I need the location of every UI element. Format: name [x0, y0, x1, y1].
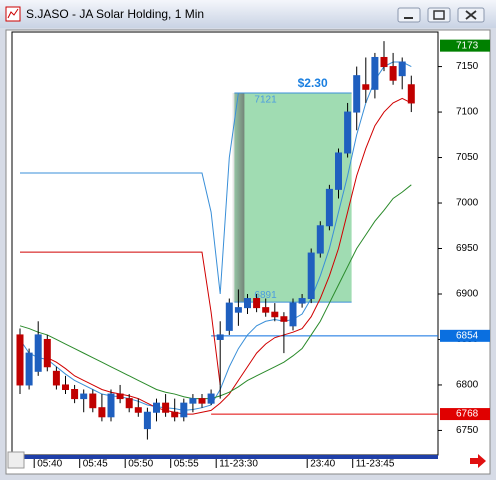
- candle-body: [16, 334, 24, 386]
- candle-body: [307, 252, 315, 300]
- y-tick-label: 6950: [456, 243, 479, 254]
- close-glyph: [465, 10, 477, 20]
- candle-body: [325, 188, 333, 227]
- candle-body: [116, 393, 124, 400]
- price-label: 6768: [456, 409, 479, 420]
- trade-exit-label: 7121: [254, 95, 277, 106]
- candle-body: [71, 389, 79, 400]
- trade-profit-label: $2.30: [298, 76, 328, 90]
- candle-body: [125, 398, 133, 409]
- price-label-box: [440, 39, 490, 52]
- x-tick-label: 23:40: [310, 459, 335, 470]
- scroll-box[interactable]: [7, 451, 25, 469]
- candle-body: [25, 352, 33, 386]
- price-label: 6854: [456, 330, 479, 341]
- y-tick-label: 7000: [456, 198, 479, 209]
- price-label-box: [440, 408, 490, 421]
- candle-body: [89, 393, 97, 409]
- trade-box: [234, 92, 352, 303]
- candle-body: [34, 334, 42, 372]
- scrollbar[interactable]: [12, 455, 438, 459]
- candle-body: [262, 307, 270, 313]
- x-tick-label: 05:55: [174, 459, 199, 470]
- candle-body: [153, 402, 160, 413]
- x-tick-label: 11-23:45: [356, 459, 395, 470]
- candle-body: [362, 84, 370, 90]
- x-tick-label: 05:45: [83, 459, 108, 470]
- candle-body: [371, 56, 379, 90]
- candle-body: [289, 302, 297, 327]
- x-tick-label: 05:50: [128, 459, 153, 470]
- candle-body: [98, 407, 106, 418]
- candle-body: [344, 111, 352, 154]
- y-tick-label: 6750: [456, 425, 479, 436]
- candle-body: [43, 338, 51, 368]
- candle-body: [234, 307, 242, 313]
- candle-body: [253, 298, 261, 309]
- candle-body: [134, 407, 142, 413]
- candle-body: [389, 66, 397, 81]
- candle-body: [407, 84, 415, 104]
- minimize-button[interactable]: [397, 7, 421, 23]
- candle-body: [189, 398, 197, 404]
- candle-body: [180, 402, 188, 418]
- candle-body: [380, 56, 388, 68]
- candle-body: [107, 393, 115, 418]
- candle-body: [162, 402, 170, 413]
- x-tick-label: 11-23:30: [219, 459, 258, 470]
- candle-body: [316, 225, 324, 254]
- indicator-line: [20, 251, 221, 386]
- candle-body: [271, 311, 279, 318]
- indicator-line: [20, 92, 348, 295]
- candle-body: [353, 75, 361, 113]
- x-tick-label: 05:40: [37, 459, 62, 470]
- candle-body: [143, 411, 151, 430]
- y-tick-label: 7150: [456, 61, 479, 72]
- maximize-glyph: [433, 10, 445, 20]
- trade-shadow: [232, 92, 245, 303]
- indicator-line: [47, 97, 412, 415]
- indicator-line: [19, 184, 412, 400]
- window-title: S.JASO - JA Solar Holding, 1 Min: [26, 7, 204, 21]
- y-tick-label: 6800: [456, 380, 479, 391]
- y-tick-label: 7050: [456, 152, 479, 163]
- candle-body: [171, 411, 179, 418]
- maximize-button[interactable]: [427, 7, 451, 23]
- candle-body: [52, 370, 60, 386]
- scroll-right-arrow[interactable]: [470, 454, 486, 468]
- price-label: 7173: [456, 40, 479, 51]
- trade-entry-label: 6891: [254, 290, 277, 301]
- candle-body: [244, 298, 251, 309]
- candle-body: [398, 61, 406, 77]
- candle-body: [198, 398, 206, 404]
- candle-body: [207, 393, 215, 404]
- app-icon-glyph: [7, 8, 19, 19]
- candle-body: [298, 298, 306, 304]
- y-tick-label: 6900: [456, 289, 479, 300]
- candle-body: [216, 334, 224, 340]
- candle-body: [280, 316, 288, 322]
- y-tick-label: 7100: [456, 107, 479, 118]
- candle-body: [80, 393, 88, 400]
- candle-body: [225, 302, 233, 331]
- candle-body: [335, 152, 342, 190]
- price-label-box: [440, 329, 490, 342]
- candle-body: [62, 384, 69, 391]
